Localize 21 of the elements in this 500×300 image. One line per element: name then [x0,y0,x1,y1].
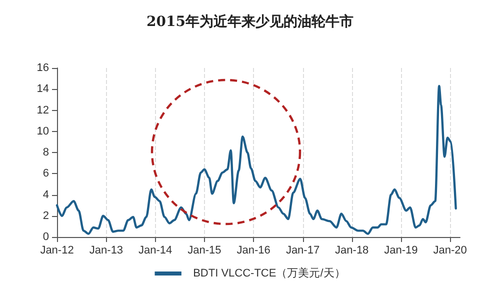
y-tick-label: 0 [42,231,49,243]
x-tick-label: Jan-18 [335,244,369,256]
x-tick-label: Jan-15 [188,244,222,256]
y-tick-label: 16 [36,62,49,74]
x-tick-label: Jan-16 [236,244,270,256]
y-tick-label: 6 [42,168,49,180]
y-tick-label: 2 [42,210,49,222]
y-tick-label: 12 [36,104,49,116]
x-tick-label: Jan-14 [138,244,172,256]
line-series [56,84,457,235]
y-tick-label: 10 [36,125,49,138]
x-tick-label: Jan-12 [40,244,74,256]
x-tick-label: Jan-17 [286,244,320,256]
x-tick-label: Jan-13 [89,244,124,256]
x-tick-label: Jan-19 [384,244,418,256]
y-tick-label: 14 [36,83,49,96]
legend-label: BDTI VLCC-TCE（万美元/天） [193,266,346,280]
x-tick-label: Jan-20 [433,244,467,256]
y-tick-label: 4 [42,188,49,201]
y-tick-label: 8 [42,146,49,158]
chart-title: 2015年为近年来少见的油轮牛市 [146,13,354,30]
